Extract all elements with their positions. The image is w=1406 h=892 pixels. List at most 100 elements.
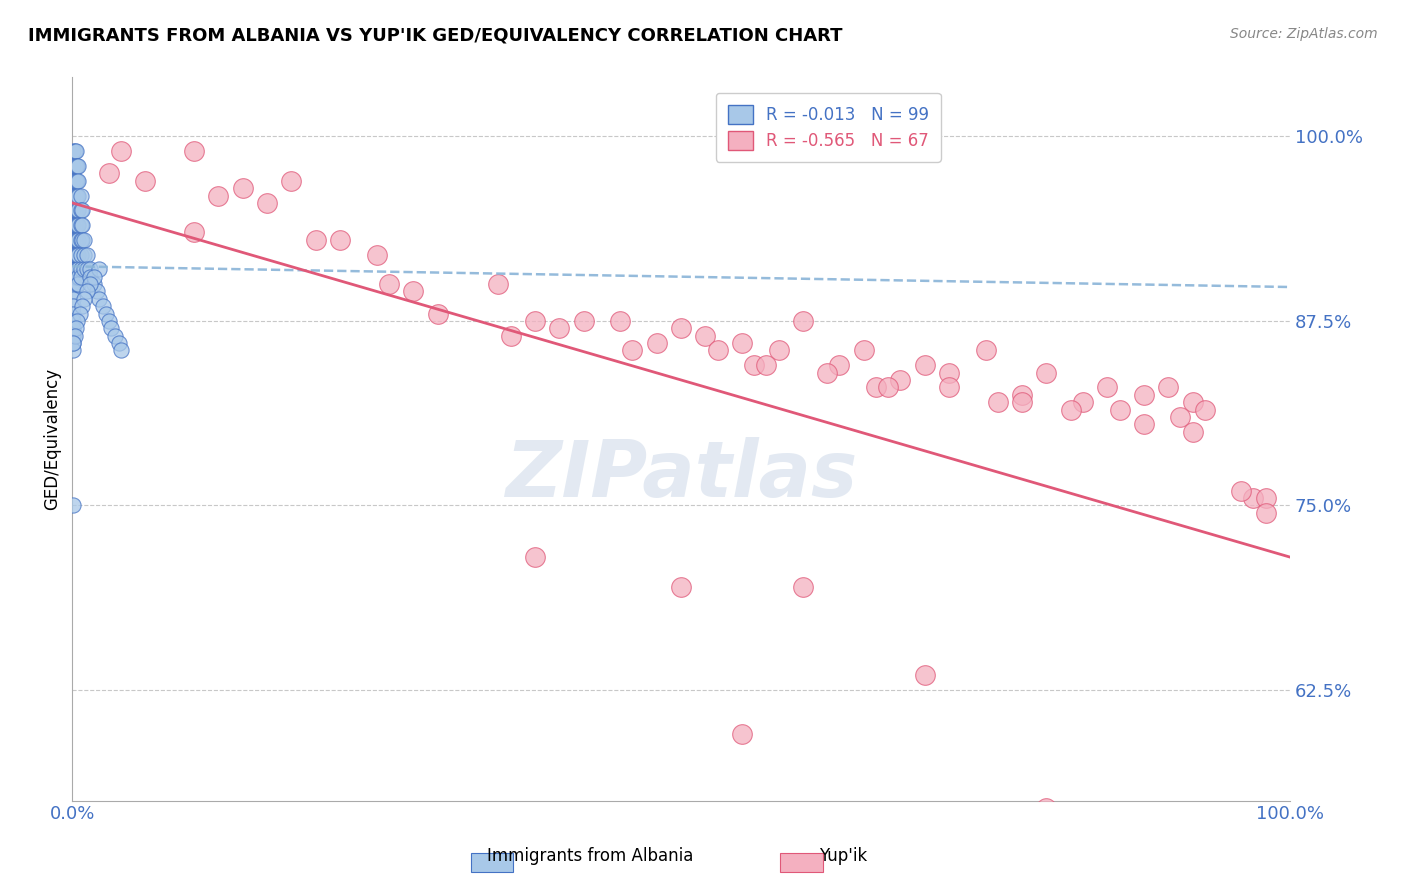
Point: [76, 262, 98, 277]
Point: [207, 188, 229, 202]
Point: [67, 174, 90, 188]
Point: [66, 159, 89, 173]
Point: [76, 285, 98, 299]
Point: [1097, 380, 1119, 394]
Point: [524, 550, 547, 565]
Point: [62, 314, 84, 328]
Point: [62, 328, 84, 343]
Legend: R = -0.013   N = 99, R = -0.565   N = 67: R = -0.013 N = 99, R = -0.565 N = 67: [716, 93, 941, 161]
Point: [70, 233, 93, 247]
Point: [877, 380, 900, 394]
Point: [865, 380, 887, 394]
Point: [91, 299, 114, 313]
Point: [426, 307, 449, 321]
Point: [974, 343, 997, 358]
Point: [62, 233, 84, 247]
Point: [889, 373, 911, 387]
Point: [914, 668, 936, 682]
Point: [83, 277, 105, 291]
Point: [62, 188, 84, 202]
Point: [548, 321, 571, 335]
Point: [1181, 425, 1204, 439]
Point: [63, 203, 86, 218]
Y-axis label: GED/Equivalency: GED/Equivalency: [44, 368, 60, 510]
Point: [792, 314, 814, 328]
Point: [62, 218, 84, 232]
Text: ZIPatlas: ZIPatlas: [505, 437, 858, 513]
Point: [66, 218, 89, 232]
Point: [1157, 380, 1180, 394]
Point: [62, 203, 84, 218]
Point: [768, 343, 790, 358]
Point: [79, 269, 101, 284]
Point: [65, 188, 87, 202]
Point: [62, 292, 84, 306]
Text: IMMIGRANTS FROM ALBANIA VS YUP'IK GED/EQUIVALENCY CORRELATION CHART: IMMIGRANTS FROM ALBANIA VS YUP'IK GED/EQ…: [28, 27, 842, 45]
Point: [86, 285, 108, 299]
Point: [852, 343, 875, 358]
Point: [742, 358, 765, 372]
Point: [755, 358, 778, 372]
Point: [1071, 395, 1094, 409]
Point: [183, 226, 205, 240]
Point: [62, 145, 84, 159]
Point: [695, 328, 717, 343]
Point: [104, 328, 127, 343]
Point: [256, 195, 278, 210]
Point: [1035, 366, 1057, 380]
Point: [73, 233, 96, 247]
Text: Source: ZipAtlas.com: Source: ZipAtlas.com: [1230, 27, 1378, 41]
Point: [66, 277, 89, 291]
Point: [66, 269, 89, 284]
Point: [524, 314, 547, 328]
Point: [65, 247, 87, 261]
Point: [621, 343, 644, 358]
Point: [69, 218, 91, 232]
Point: [62, 262, 84, 277]
Point: [706, 343, 728, 358]
Point: [67, 233, 90, 247]
Point: [67, 262, 90, 277]
Point: [110, 145, 132, 159]
Point: [63, 233, 86, 247]
Point: [62, 174, 84, 188]
Point: [65, 159, 87, 173]
Point: [1243, 491, 1265, 505]
Point: [669, 321, 692, 335]
Point: [134, 174, 156, 188]
Point: [70, 299, 93, 313]
Point: [69, 307, 91, 321]
Point: [1011, 395, 1033, 409]
Point: [67, 188, 90, 202]
Point: [67, 277, 90, 291]
Point: [97, 166, 120, 180]
Point: [70, 218, 93, 232]
Point: [69, 269, 91, 284]
Point: [69, 233, 91, 247]
Point: [66, 203, 89, 218]
Point: [65, 269, 87, 284]
Point: [938, 366, 960, 380]
Point: [1035, 801, 1057, 815]
Point: [63, 188, 86, 202]
Point: [83, 269, 105, 284]
Point: [66, 233, 89, 247]
Point: [63, 218, 86, 232]
Point: [62, 321, 84, 335]
Point: [87, 292, 110, 306]
Point: [66, 174, 89, 188]
Point: [67, 218, 90, 232]
Point: [1170, 409, 1192, 424]
Point: [76, 247, 98, 261]
Point: [669, 580, 692, 594]
Point: [66, 262, 89, 277]
Point: [67, 247, 90, 261]
Point: [828, 358, 851, 372]
Point: [65, 145, 87, 159]
Point: [65, 203, 87, 218]
Point: [62, 499, 84, 513]
Point: [73, 292, 96, 306]
Point: [70, 203, 93, 218]
Point: [87, 262, 110, 277]
Point: [96, 307, 118, 321]
